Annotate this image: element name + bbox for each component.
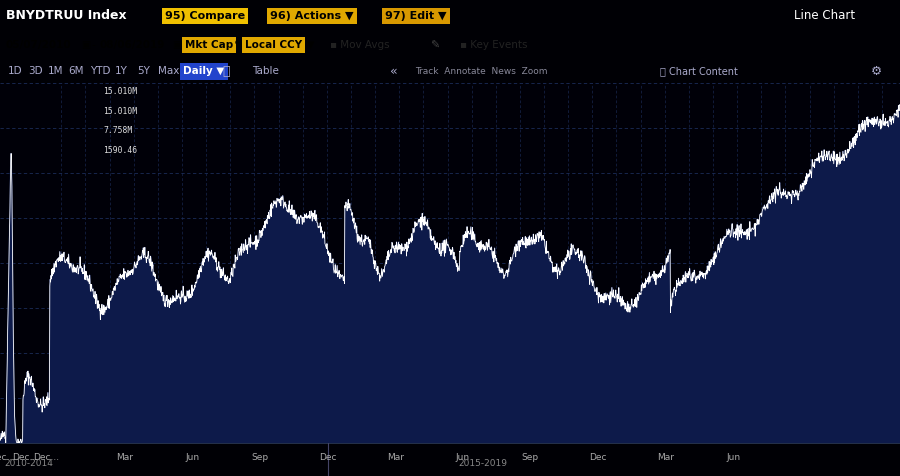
Text: Jun: Jun [185,453,200,462]
Text: Track  Annotate  News  Zoom: Track Annotate News Zoom [415,67,547,76]
Text: 08/06/2019: 08/06/2019 [99,40,165,50]
Text: 6M: 6M [68,67,84,77]
Text: Max: Max [158,67,179,77]
Text: ▼: ▼ [307,40,314,50]
Text: 📊 Chart Content: 📊 Chart Content [660,67,738,77]
Text: Dec...: Dec... [12,453,38,462]
Text: 7.758M: 7.758M [104,127,133,136]
Text: 1D: 1D [8,67,22,77]
Text: ▣: ▣ [81,40,90,50]
Text: Dec...: Dec... [0,453,15,462]
Text: 1Y: 1Y [115,67,128,77]
Text: 97) Edit ▼: 97) Edit ▼ [385,11,446,21]
Text: Sep: Sep [251,453,268,462]
Text: 95) Compare: 95) Compare [165,11,245,21]
Text: Mar: Mar [657,453,674,462]
Text: ✎: ✎ [234,39,245,52]
Text: ✎: ✎ [430,40,439,50]
Text: Dec...: Dec... [33,453,59,462]
Text: 3D: 3D [28,67,42,77]
Text: Jun: Jun [455,453,470,462]
Text: 2015-2019: 2015-2019 [458,459,508,467]
Text: «: « [390,65,398,78]
Text: 05/07/2010: 05/07/2010 [6,40,72,50]
Text: Mkt Cap: Mkt Cap [185,40,233,50]
Text: Mar: Mar [116,453,133,462]
Text: Daily ▼: Daily ▼ [183,67,224,77]
Text: BNYDTRUU Index: BNYDTRUU Index [6,10,127,22]
Text: YTD: YTD [90,67,111,77]
Text: Line Chart: Line Chart [794,10,855,22]
Text: ▣: ▣ [172,40,181,50]
Text: Mar: Mar [387,453,403,462]
Text: 2010-2014: 2010-2014 [4,459,53,467]
Text: 96) Actions ▼: 96) Actions ▼ [270,11,354,21]
Text: ⎯: ⎯ [222,65,230,78]
Text: Dec: Dec [319,453,337,462]
Text: Sep: Sep [522,453,539,462]
Text: -: - [91,40,95,50]
Text: Table: Table [252,67,279,77]
Text: 1M: 1M [48,67,64,77]
Text: ⚙: ⚙ [871,65,882,78]
Text: ▪ Mov Avgs: ▪ Mov Avgs [330,40,390,50]
Text: Jun: Jun [726,453,740,462]
Text: 15.010M: 15.010M [104,87,138,96]
Text: ▪ Key Events: ▪ Key Events [460,40,527,50]
Text: 15.010M: 15.010M [104,107,138,116]
Text: 5Y: 5Y [137,67,150,77]
Text: 1590.46: 1590.46 [104,146,138,155]
Text: Local CCY: Local CCY [245,40,302,50]
Text: Dec: Dec [590,453,607,462]
